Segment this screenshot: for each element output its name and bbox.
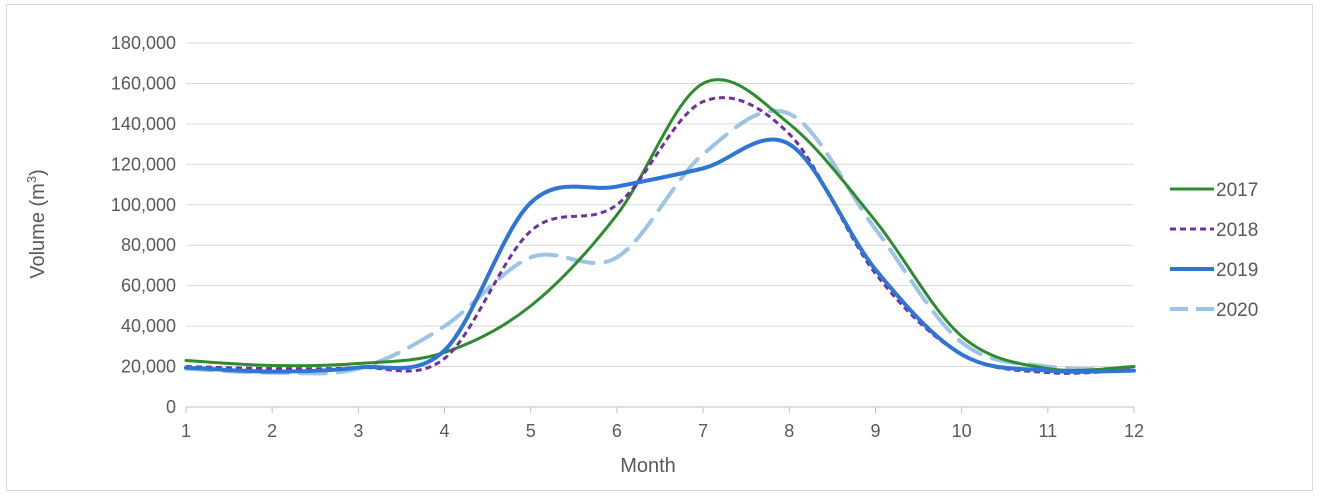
x-tick-label: 4 (440, 421, 450, 441)
y-tick-label: 160,000 (111, 73, 176, 93)
y-tick-label: 180,000 (111, 33, 176, 53)
x-tick-label: 12 (1124, 421, 1144, 441)
y-tick-labels: 0 20,000 40,000 60,000 80,000 100,000 120,000 1… (111, 33, 176, 417)
legend-label-2017: 2017 (1216, 180, 1258, 201)
legend: 2017 2018 2019 2020 (1170, 180, 1258, 321)
series-line-2019 (184, 137, 1136, 374)
y-tick-label: 40,000 (121, 316, 176, 336)
y-tick-label: 120,000 (111, 154, 176, 174)
x-tick-label: 2 (267, 421, 277, 441)
x-tick-label: 10 (952, 421, 972, 441)
series-line-2020 (184, 108, 1136, 376)
legend-label-2019: 2019 (1216, 260, 1258, 281)
x-tick-label: 9 (870, 421, 880, 441)
y-axis-title: Volume (m3) (24, 169, 49, 279)
x-tick-label: 7 (698, 421, 708, 441)
y-axis-title-main: Volume (m (27, 183, 49, 279)
x-tick-label: 6 (612, 421, 622, 441)
series-lines (184, 78, 1136, 376)
x-tick-labels: 1 2 3 4 5 6 7 8 9 10 11 12 (181, 421, 1144, 441)
axes (185, 406, 1135, 413)
y-tick-label: 140,000 (111, 114, 176, 134)
x-axis-title: Month (620, 455, 676, 477)
chart-frame (6, 4, 1313, 491)
legend-label-2020: 2020 (1216, 300, 1258, 321)
y-tick-label: 60,000 (121, 276, 176, 296)
series-line-2017 (184, 78, 1136, 372)
x-tick-label: 1 (181, 421, 191, 441)
y-tick-label: 20,000 (121, 357, 176, 377)
y-axis-title-close: ) (27, 169, 49, 176)
x-tick-label: 5 (526, 421, 536, 441)
legend-label-2018: 2018 (1216, 220, 1258, 241)
x-tick-label: 3 (353, 421, 363, 441)
x-tick-label: 11 (1038, 421, 1057, 441)
y-tick-label: 80,000 (121, 235, 176, 255)
x-tick-label: 8 (784, 421, 794, 441)
y-tick-label: 100,000 (111, 195, 176, 215)
gridlines (186, 42, 1134, 368)
y-axis-title-superscript: 3 (24, 176, 39, 183)
y-tick-label: 0 (166, 397, 176, 417)
